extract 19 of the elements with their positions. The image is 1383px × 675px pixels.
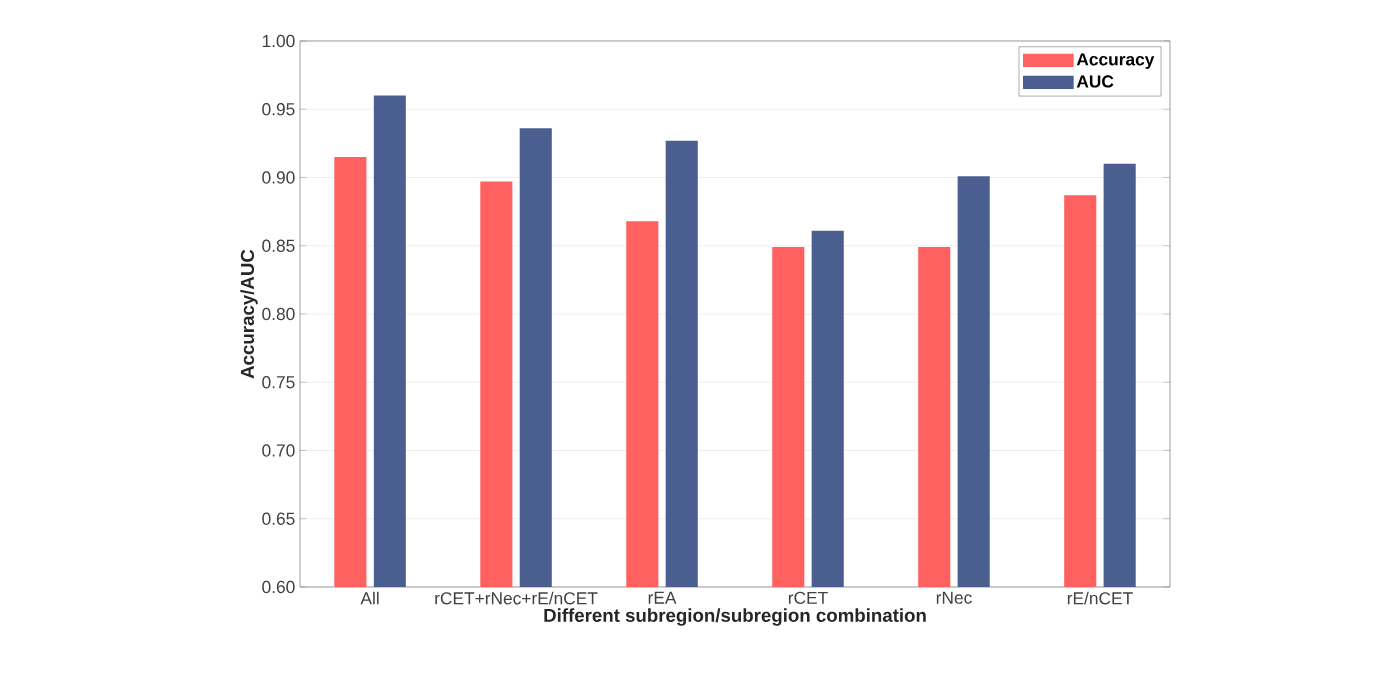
legend-label: AUC (1076, 75, 1114, 88)
y-tick-label: 0.65 (262, 512, 295, 525)
y-tick-label: 0.70 (262, 444, 295, 457)
y-tick-label: 0.90 (262, 171, 295, 184)
x-tick-label: rEA (648, 591, 677, 604)
y-axis-title: Accuracy/AUC (240, 249, 258, 379)
x-tick-label: rE/nCET (1067, 591, 1133, 605)
y-tick-label: 1.00 (262, 34, 295, 48)
y-tick-label: 0.60 (262, 580, 295, 594)
y-tick-label: 0.80 (262, 307, 295, 321)
x-axis-title: Different subregion/subregion combination (544, 608, 926, 626)
x-tick-label: rCET+rNec+rE/nCET (435, 591, 598, 605)
y-tick-label: 0.95 (262, 103, 295, 116)
y-tick-label: 0.85 (262, 239, 295, 252)
legend-label: Accuracy (1076, 53, 1155, 69)
x-tick-label: rNec (936, 591, 972, 604)
x-tick-label: rCET (788, 591, 828, 604)
x-tick-label: All (360, 591, 379, 605)
y-tick-label: 0.75 (262, 376, 295, 389)
